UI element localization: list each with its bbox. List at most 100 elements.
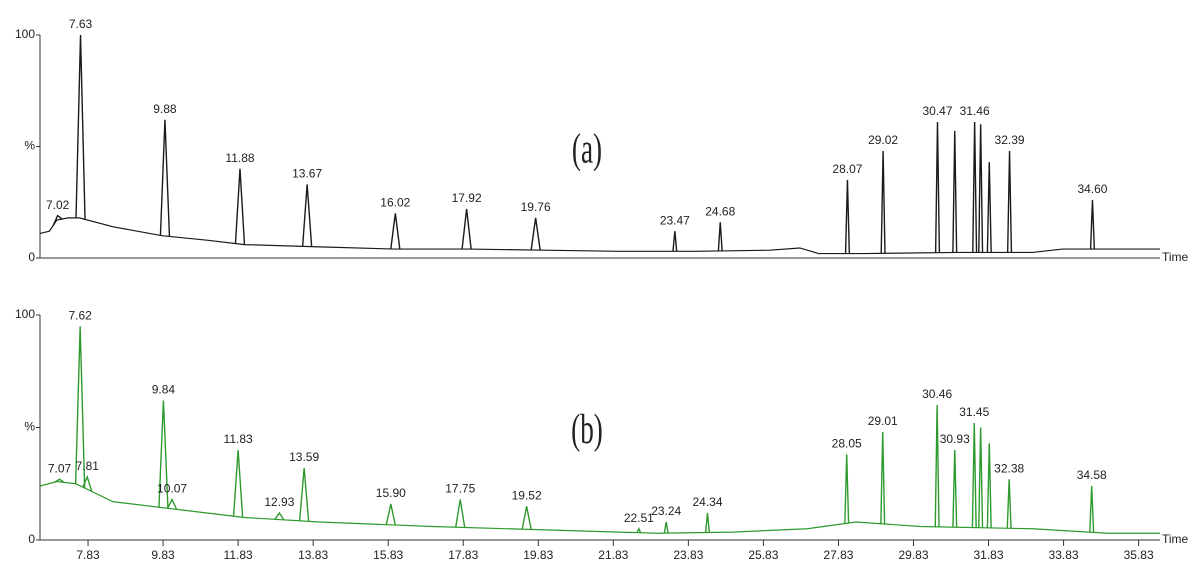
y-tick-label: 0 [28,532,35,546]
x-tick-label: 9.83 [151,548,175,562]
peak [672,231,678,252]
peak-label: 11.83 [224,432,253,446]
peak-label: 31.45 [959,405,989,419]
peak-label: 34.60 [1077,182,1107,196]
trace [39,217,1160,255]
peak-label: 19.76 [521,200,551,214]
peak [844,179,851,254]
peak [385,503,397,526]
peak-label: 12.93 [264,495,294,509]
peak-label: 15.90 [376,486,406,500]
peak-label: 13.67 [292,167,322,181]
x-tick-label: 23.83 [673,548,703,562]
peak [978,427,984,528]
peak [971,422,977,528]
peak [234,168,246,245]
y-tick-label: % [24,420,35,434]
peak [301,184,313,247]
peak [717,222,723,252]
peak-label: 17.75 [445,482,475,496]
peak-label: 11.88 [225,151,254,165]
peak [159,119,171,237]
peak-label: 23.24 [651,504,681,518]
trace [39,480,1160,534]
x-tick-label: 15.83 [373,548,403,562]
peak-label: 29.02 [868,133,898,147]
peak-label: 7.07 [48,461,72,475]
peak-label: 13.59 [289,450,319,464]
peak [274,511,285,521]
peak-label: 7.02 [46,198,70,212]
x-tick-label: 17.83 [448,548,478,562]
peak [461,208,472,250]
peak [74,326,86,489]
peak-label: 28.07 [832,162,862,176]
peak [521,506,532,530]
x-tick-label: 29.83 [898,548,928,562]
peak-label: 16.02 [380,196,410,210]
peak [1089,485,1095,533]
y-tick-label: 100 [15,307,35,321]
x-tick-label: 33.83 [1049,548,1079,562]
peak [704,512,711,533]
y-tick-label: 100 [15,27,35,41]
peak-label: 30.46 [922,387,952,401]
peak-label: 24.34 [692,495,722,509]
peak [880,431,886,525]
peak [75,34,86,220]
panel-label: (a) [572,125,602,173]
peak [972,121,978,253]
x-tick-label: 13.83 [298,548,328,562]
peak [952,449,958,528]
peak [934,404,940,527]
y-tick-label: % [24,139,35,153]
peak-label: 31.46 [960,104,990,118]
peak [844,454,850,524]
peak [636,527,642,534]
peak-label: 17.92 [452,191,482,205]
x-tick-label: 35.83 [1124,548,1154,562]
peak [390,213,401,250]
x-tick-label: 31.83 [974,548,1004,562]
peak [1006,150,1013,253]
peak [82,475,93,492]
peak-label: 30.93 [940,432,970,446]
peak-label: 34.58 [1077,468,1107,482]
peak-label: 32.39 [995,133,1025,147]
peak [1089,199,1096,250]
y-tick-label: 0 [28,250,35,264]
panel-label: (b) [571,405,603,453]
x-tick-label: 19.83 [523,548,553,562]
peak-label: 10.07 [157,482,187,496]
peak [232,449,244,518]
peak [880,150,886,254]
peak-label: 22.51 [624,511,654,525]
x-tick-label: 27.83 [823,548,853,562]
peak [663,521,669,534]
peak [978,124,984,253]
peak-label: 9.84 [152,383,176,397]
peak [530,217,541,251]
peak [952,130,958,253]
peak-label: 30.47 [922,104,952,118]
peak-label: 7.81 [76,459,100,473]
peak [52,214,63,226]
peak-label: 29.01 [868,414,898,428]
peak [166,497,178,510]
x-axis-label: Time [1162,250,1189,264]
peak-label: 23.47 [660,213,690,227]
peak-label: 24.68 [705,204,735,218]
peak [986,443,992,528]
peak [158,400,169,509]
peak [54,478,65,483]
peak-label: 7.63 [69,17,93,31]
peak [455,499,466,528]
x-tick-label: 21.83 [598,548,628,562]
x-tick-label: 7.83 [76,548,100,562]
x-axis-label: Time [1162,532,1189,546]
peak [1006,479,1012,529]
peak [986,162,992,253]
peak-label: 28.05 [832,437,862,451]
peak-label: 7.62 [68,308,92,322]
